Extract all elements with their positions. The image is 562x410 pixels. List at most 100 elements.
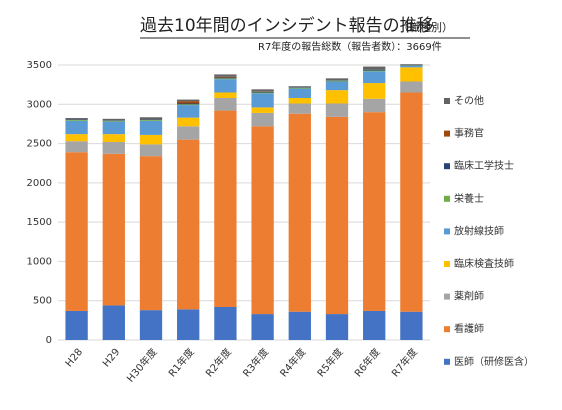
bar-segment xyxy=(363,83,386,99)
bar-segment xyxy=(363,71,386,84)
bar-segment xyxy=(65,141,88,153)
y-tick-label: 1500 xyxy=(27,217,52,228)
bar-segment xyxy=(363,66,386,70)
bar-segment xyxy=(65,120,88,121)
bar-segment xyxy=(288,113,311,312)
bar-segment xyxy=(139,120,163,135)
x-tick-label: R7年度 xyxy=(389,346,420,380)
bar-segment xyxy=(251,126,274,315)
bar-segment xyxy=(65,118,88,120)
legend-label: その他 xyxy=(454,94,484,107)
x-tick-label: R2年度 xyxy=(203,346,234,380)
bar-segment xyxy=(177,104,200,106)
bar-segment xyxy=(363,69,386,71)
bar-segment xyxy=(139,310,163,340)
bar-segment xyxy=(65,120,88,135)
bar-segment xyxy=(288,311,311,340)
bar-segment xyxy=(251,112,274,127)
bar-segment xyxy=(65,134,88,142)
x-tick-label: R5年度 xyxy=(314,346,345,380)
bar-segment xyxy=(177,103,200,105)
bar-segment xyxy=(325,81,349,91)
bar-segment xyxy=(214,76,237,78)
bar-segment xyxy=(251,92,274,94)
bar-segment xyxy=(139,134,163,145)
legend-swatch xyxy=(444,358,450,365)
bar-segment xyxy=(288,87,311,89)
x-tick-label: R3年度 xyxy=(240,346,271,380)
bar-segment xyxy=(214,78,237,80)
legend-swatch xyxy=(444,228,450,235)
legend-label: 事務官 xyxy=(454,127,484,140)
bar-segment xyxy=(251,314,274,340)
legend-swatch xyxy=(444,195,450,202)
bar-segment xyxy=(400,64,423,65)
y-tick-label: 0 xyxy=(46,335,52,346)
bar-segment xyxy=(102,142,125,154)
x-tick-label: H29 xyxy=(101,347,122,370)
y-tick-label: 2500 xyxy=(27,139,52,150)
y-tick-label: 2000 xyxy=(27,178,52,189)
bar-segment xyxy=(102,121,125,135)
bar-segment xyxy=(251,107,274,113)
chart-subtitle: R7年度の報告総数（報告者数）：3669件 xyxy=(258,40,442,53)
y-tick-label: 3000 xyxy=(27,99,52,110)
bar-segment xyxy=(177,99,200,102)
bar-segment xyxy=(325,314,349,340)
bar-segment xyxy=(325,103,349,117)
bar-segment xyxy=(177,117,200,127)
legend-label: 薬剤師 xyxy=(454,290,484,303)
bar-segment xyxy=(102,134,125,142)
bar-segment xyxy=(177,309,200,340)
x-tick-label: R1年度 xyxy=(165,346,196,380)
bar-segment xyxy=(102,118,125,121)
bar-segment xyxy=(251,93,274,108)
bar-segment xyxy=(177,105,200,118)
bar-segment xyxy=(102,120,125,122)
bar-segment xyxy=(363,70,386,72)
bar-segment xyxy=(363,112,386,311)
bar-segment xyxy=(400,81,423,93)
bar-segment xyxy=(177,126,200,140)
bar-segment xyxy=(325,90,349,104)
legend-swatch xyxy=(444,98,450,104)
legend-swatch xyxy=(444,163,450,170)
bar-segment xyxy=(251,91,274,93)
y-tick-label: 1000 xyxy=(27,256,52,267)
legend-label: 看護師 xyxy=(454,322,484,335)
bar-segment xyxy=(139,120,163,121)
bar-segment xyxy=(325,80,349,82)
bar-segment xyxy=(214,98,237,111)
x-tick-label: R4年度 xyxy=(277,346,308,380)
bar-segment xyxy=(177,101,200,104)
bar-segment xyxy=(139,117,163,120)
legend-label: 放射線技師 xyxy=(454,224,504,237)
bar-segment xyxy=(214,110,237,307)
bar-segment xyxy=(400,92,423,312)
bar-segment xyxy=(214,74,237,77)
title-note: （職種別） xyxy=(398,20,453,34)
bar-segment xyxy=(65,152,88,311)
bar-segment xyxy=(139,156,163,311)
bar-segment xyxy=(363,98,386,113)
bar-segment xyxy=(214,307,237,340)
legend-label: 栄養士 xyxy=(454,192,484,205)
bar-segment xyxy=(288,103,311,114)
x-tick-label: H28 xyxy=(64,347,85,370)
legend-swatch xyxy=(444,326,450,333)
bar-segment xyxy=(65,310,88,340)
bar-segment xyxy=(214,92,237,98)
bar-segment xyxy=(214,77,237,79)
legend-label: 医師（研修医含） xyxy=(454,355,534,368)
bar-segment xyxy=(400,67,423,82)
bar-segment xyxy=(325,78,349,81)
legend-swatch xyxy=(444,130,450,137)
legend-swatch xyxy=(444,293,450,300)
bar-segment xyxy=(214,79,237,93)
y-tick-label: 500 xyxy=(33,296,52,307)
bar-segment xyxy=(102,153,125,306)
y-tick-label: 3500 xyxy=(27,60,52,71)
bar-segment xyxy=(325,116,349,315)
legend-label: 臨床検査技師 xyxy=(454,257,514,270)
